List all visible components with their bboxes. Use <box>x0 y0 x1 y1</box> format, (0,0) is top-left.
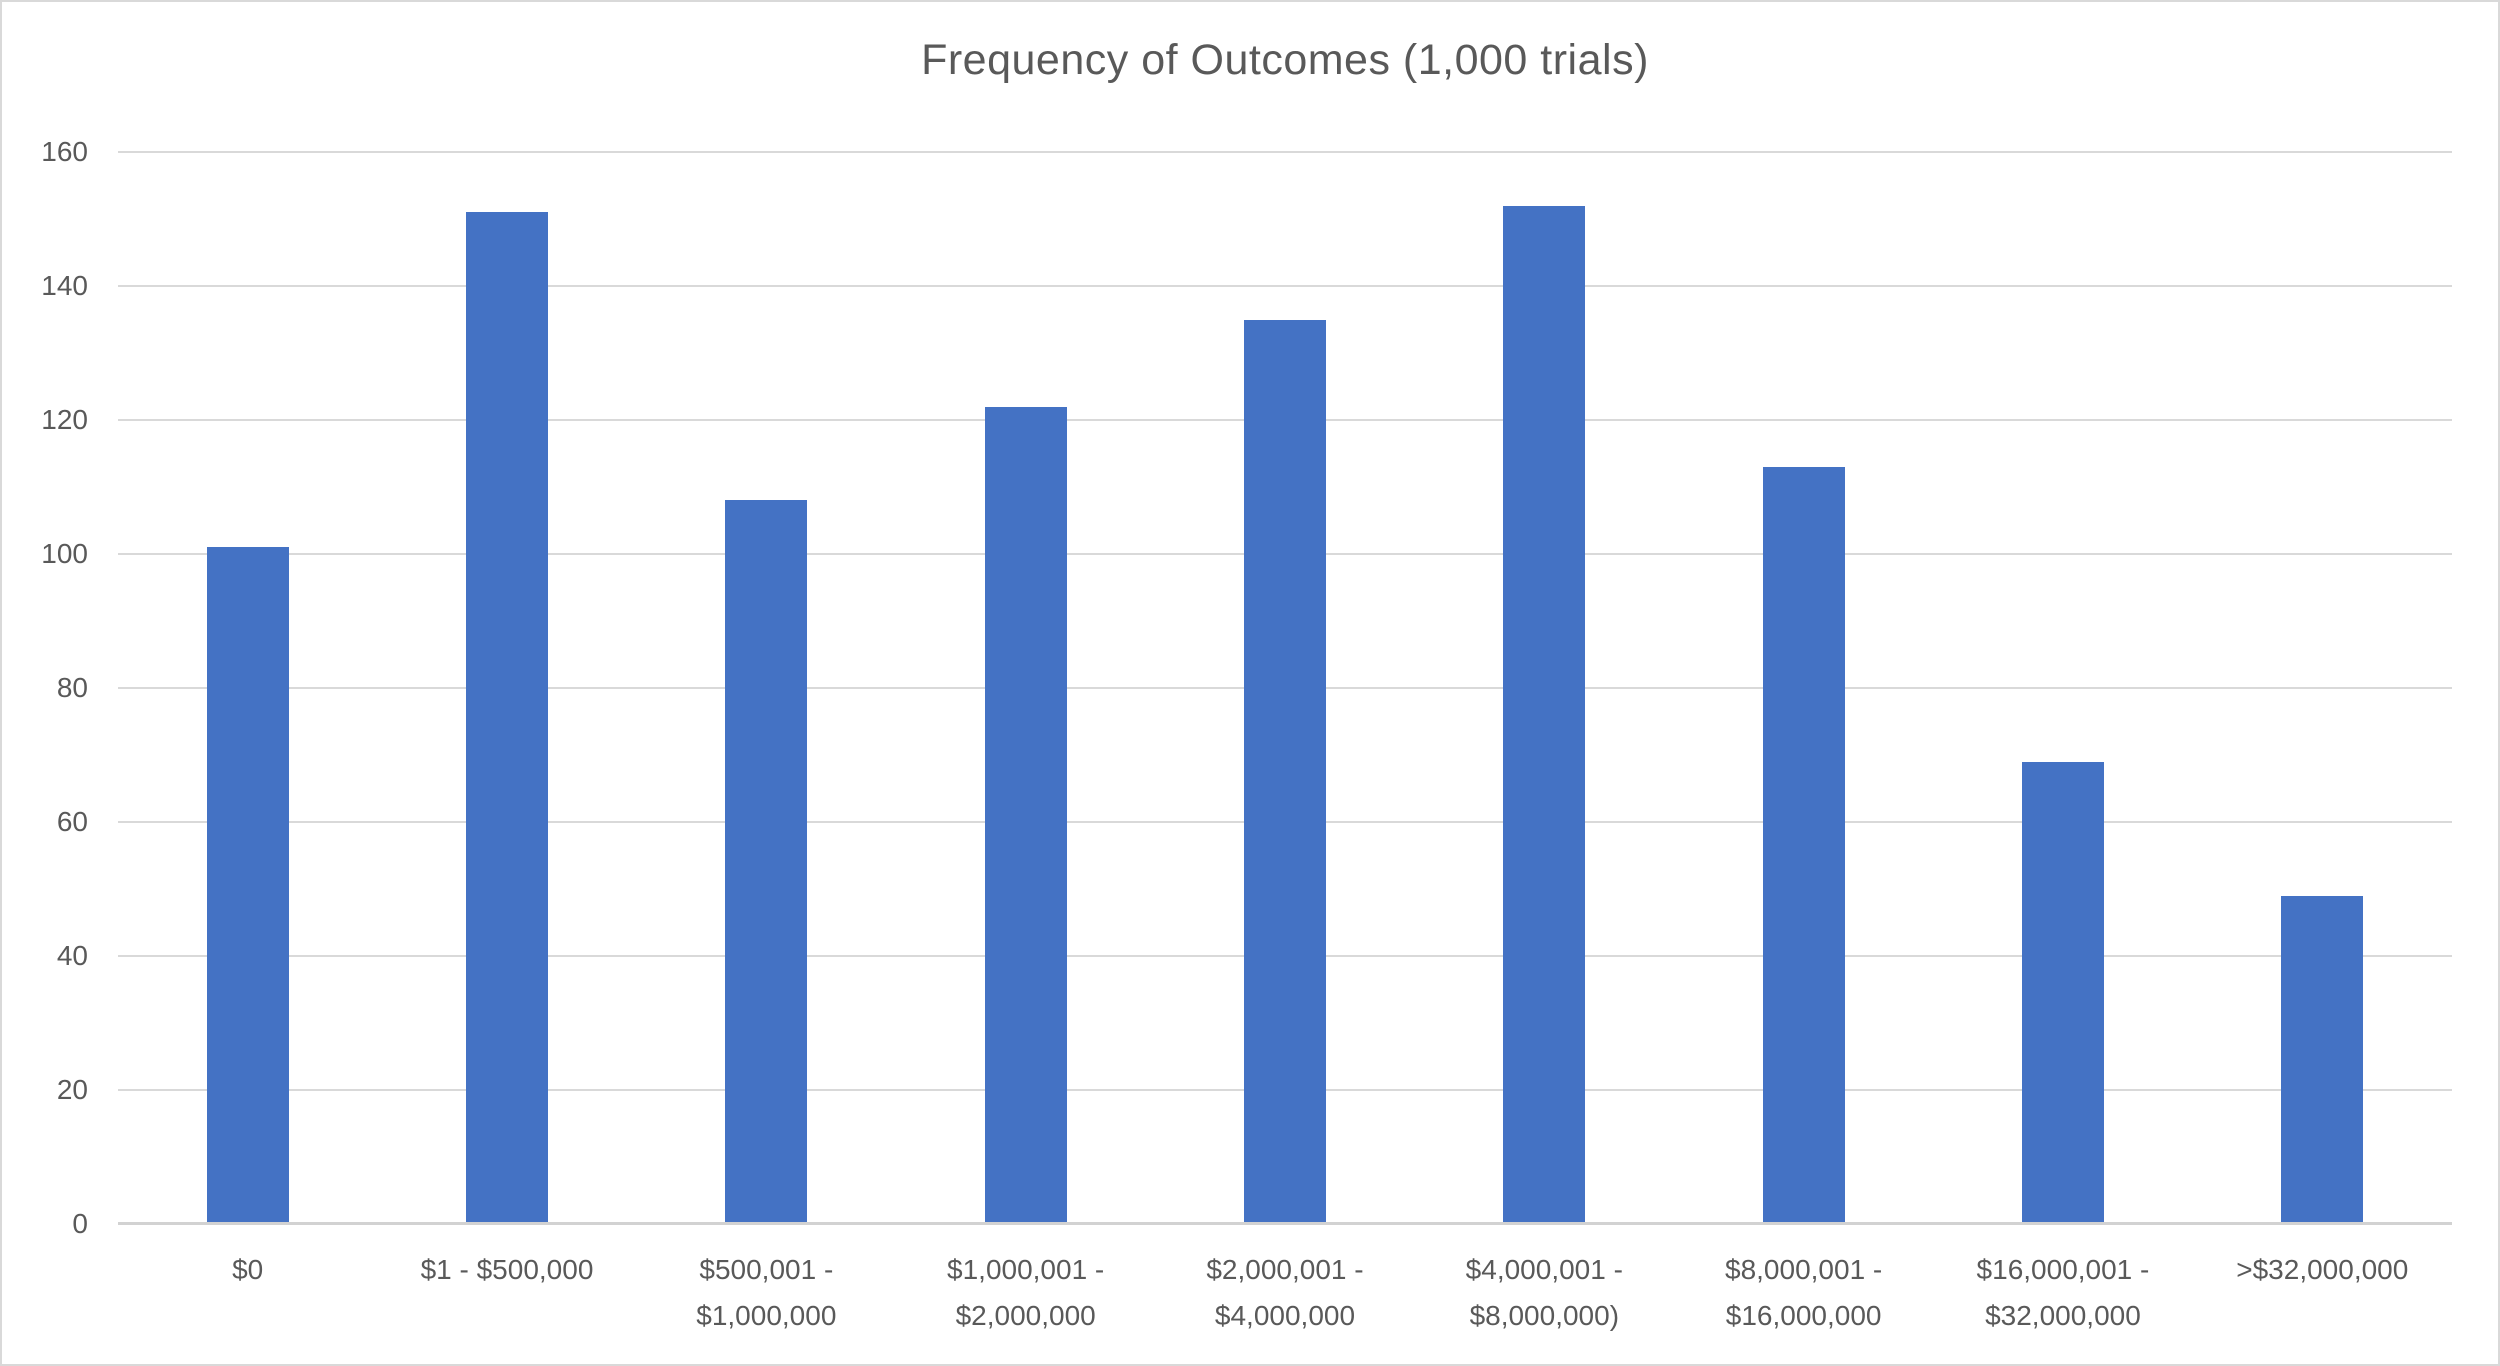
x-tick-label-line: $16,000,000 <box>1725 1300 1882 1331</box>
y-tick-label: 100 <box>41 538 88 569</box>
bar-slot <box>1933 152 2192 1224</box>
chart-title: Frequency of Outcomes (1,000 trials) <box>921 36 1649 84</box>
y-tick-label: 80 <box>56 672 88 703</box>
bar-slot <box>896 152 1155 1224</box>
x-tick-label: $1,000,001 - $2,000,000 <box>896 1247 1155 1339</box>
y-tick-label: 40 <box>56 940 88 971</box>
y-tick-label: 0 <box>72 1208 88 1239</box>
x-tick-label: $4,000,001 - $8,000,000) <box>1415 1247 1674 1339</box>
x-tick-label-line: $1,000,000 <box>696 1300 837 1331</box>
bar-4 <box>1243 319 1326 1224</box>
x-tick-label: $1 - $500,000 <box>377 1247 636 1339</box>
y-tick-label: 120 <box>41 404 88 435</box>
bar-slot <box>1155 152 1414 1224</box>
x-tick-label-line: $32,000,000 <box>1985 1300 2141 1331</box>
x-axis-line <box>118 1222 2452 1225</box>
bar-slot <box>1415 152 1674 1224</box>
bar-5 <box>1503 205 1586 1224</box>
x-tick-label-line: $1,000,001 - <box>947 1254 1105 1285</box>
x-tick-label: $8,000,001 - $16,000,000 <box>1674 1247 1933 1339</box>
bar-slot <box>637 152 896 1224</box>
x-tick-label: $2,000,001 - $4,000,000 <box>1155 1247 1414 1339</box>
x-axis: $0 $1 - $500,000 $500,001 - $1,000,000 $1,00… <box>118 1247 2452 1339</box>
x-tick-label-line: $2,000,001 - <box>1206 1254 1364 1285</box>
y-tick-label: 20 <box>56 1074 88 1105</box>
plot-area <box>118 151 2452 1225</box>
x-tick-label-line: $4,000,001 - <box>1465 1254 1623 1285</box>
x-tick-label-line: $4,000,000 <box>1214 1300 1356 1331</box>
bar-7 <box>2021 761 2104 1224</box>
x-tick-label-line: $1 - $500,000 <box>420 1254 594 1285</box>
bar-6 <box>1762 466 1845 1224</box>
bar-slot <box>118 152 377 1224</box>
x-tick-label: >$32,000,000 <box>2193 1247 2452 1339</box>
x-tick-label-line: >$32,000,000 <box>2236 1254 2409 1285</box>
gridline <box>118 285 2452 287</box>
bar-0 <box>206 547 289 1224</box>
bar-slot <box>2193 152 2452 1224</box>
x-tick-label: $0 <box>118 1247 377 1339</box>
y-tick-label: 60 <box>56 806 88 837</box>
bar-slot <box>1674 152 1933 1224</box>
x-tick-label-line: $0 <box>232 1254 264 1285</box>
x-tick-label-line: $8,000,001 - <box>1725 1254 1883 1285</box>
gridline <box>118 151 2452 153</box>
x-tick-label-line: $2,000,000 <box>955 1300 1096 1331</box>
y-tick-label: 160 <box>41 136 88 167</box>
y-axis: 0 20 40 60 80 100 120 140 160 <box>2 138 88 1238</box>
x-tick-label-line: $8,000,000) <box>1469 1300 1620 1331</box>
x-tick-label: $500,001 - $1,000,000 <box>637 1247 896 1339</box>
bar-1 <box>465 212 548 1224</box>
bar-8 <box>2281 895 2364 1224</box>
bar-2 <box>725 500 808 1224</box>
bar-slot <box>377 152 636 1224</box>
x-tick-label-line: $16,000,001 - <box>1976 1254 2150 1285</box>
x-tick-label: $16,000,001 - $32,000,000 <box>1933 1247 2192 1339</box>
bar-series <box>118 152 2452 1224</box>
y-tick-label: 140 <box>41 270 88 301</box>
x-tick-label-line: $500,001 - <box>699 1254 834 1285</box>
bar-3 <box>984 406 1067 1224</box>
